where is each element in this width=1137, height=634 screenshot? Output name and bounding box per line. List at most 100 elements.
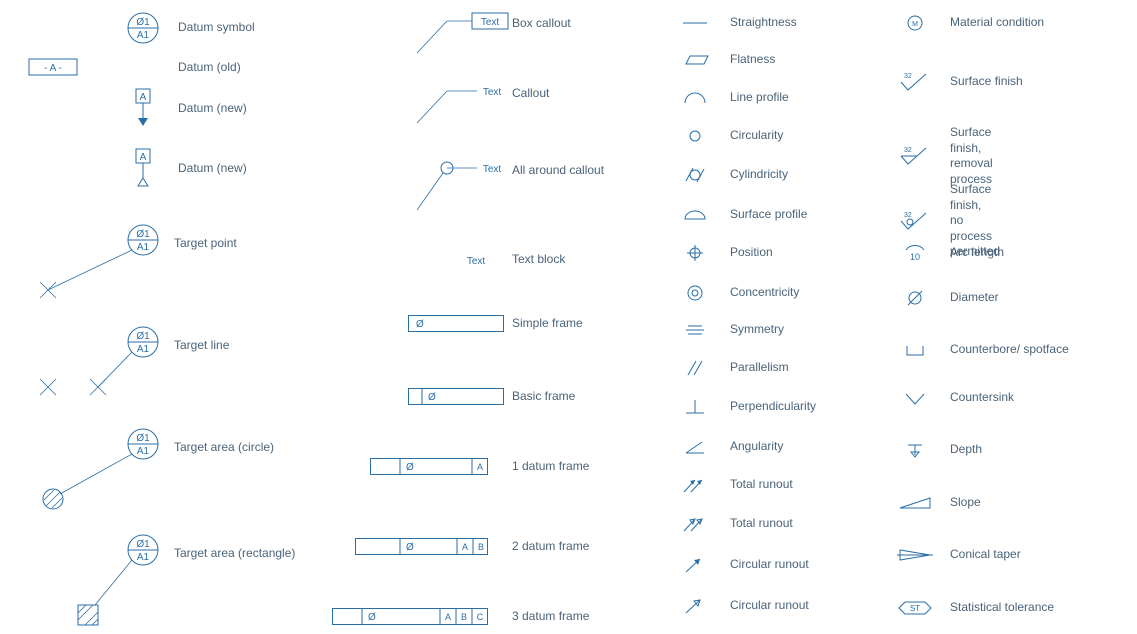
line-profile-icon [660,88,730,108]
row-total-runout-2: Total runout [660,514,793,534]
svg-text:Ø: Ø [406,462,414,473]
simple-frame-icon: Ø [408,315,512,333]
position-label: Position [730,245,773,261]
row-countersink: Countersink [880,388,1014,408]
row-angularity: Angularity [660,437,783,457]
target-line-icon: Ø1 A1 [18,312,174,402]
total-runout-1-label: Total runout [730,477,793,493]
row-diameter: Diameter [880,288,999,308]
target-point-label: Target point [174,236,237,252]
material-condition-label: Material condition [950,15,1044,31]
row-datum-new-2: A Datum (new) [108,148,247,190]
svg-text:A1: A1 [137,552,150,563]
d1-frame-icon: Ø A [370,458,512,476]
flatness-icon [660,50,730,70]
straightness-icon [660,13,730,33]
svg-text:Ø: Ø [368,612,376,623]
perpendicularity-label: Perpendicularity [730,399,816,415]
angularity-icon [660,437,730,457]
parallelism-icon [660,358,730,378]
row-parallelism: Parallelism [660,358,789,378]
circularity-icon [660,126,730,146]
target-area-rect-label: Target area (rectangle) [174,546,295,562]
circular-runout-1-icon [660,555,730,575]
surface-profile-label: Surface profile [730,207,807,223]
flatness-label: Flatness [730,52,775,68]
material-condition-icon: M [880,13,950,33]
counterbore-icon [880,340,950,360]
datum-new-1-label: Datum (new) [178,101,247,117]
circular-runout-2-icon [660,596,730,616]
counterbore-label: Counterbore/ spotface [950,342,1069,358]
surface-finish-removal-icon: 32 [880,144,950,168]
row-datum-old: - A - Datum (old) [28,58,241,78]
d3-frame-label: 3 datum frame [512,609,589,625]
d2-frame-label: 2 datum frame [512,539,589,555]
row-concentricity: Concentricity [660,283,799,303]
surface-finish-icon: 32 [880,70,950,94]
arc-length-label: Arc length [950,245,1004,261]
row-text-block: Text Text block [408,250,565,270]
depth-label: Depth [950,442,982,458]
row-datum-new-1: A Datum (new) [108,88,247,130]
target-line-label: Target line [174,338,229,354]
row-circular-runout-1: Circular runout [660,555,809,575]
row-box-callout: Text Box callout [408,8,571,58]
row-counterbore: Counterbore/ spotface [880,340,1069,360]
row-total-runout-1: Total runout [660,475,793,495]
depth-icon [880,440,950,460]
text-block-label: Text block [512,252,565,268]
svg-text:32: 32 [904,147,912,154]
svg-text:A: A [462,542,468,552]
circular-runout-2-label: Circular runout [730,598,809,614]
svg-text:10: 10 [910,252,920,262]
datum-symbol-label: Datum symbol [178,20,255,36]
row-circularity: Circularity [660,126,783,146]
row-conical-taper: Conical taper [880,545,1021,565]
svg-text:B: B [478,542,484,552]
svg-text:A1: A1 [137,242,150,253]
svg-text:A: A [140,152,147,163]
svg-text:A: A [445,612,451,622]
svg-text:32: 32 [904,212,912,219]
total-runout-2-label: Total runout [730,516,793,532]
row-surface-finish-removal: 32 Surface finish, removal process [880,125,993,187]
svg-text:Ø1: Ø1 [136,17,150,28]
row-symmetry: Symmetry [660,320,784,340]
basic-frame-icon: Ø [408,388,512,406]
svg-text:Text: Text [483,87,502,98]
datum-new-2-icon: A [108,148,178,190]
svg-text:M: M [912,21,918,28]
row-target-area-rect: Ø1 A1 Target area (rectangle) [18,520,295,630]
svg-text:A1: A1 [137,344,150,355]
row-surface-profile: Surface profile [660,205,807,225]
svg-text:B: B [461,612,467,622]
svg-text:A1: A1 [137,30,150,41]
svg-text:Ø: Ø [428,392,436,403]
surface-finish-removal-label: Surface finish, removal process [950,125,993,187]
countersink-icon [880,388,950,408]
line-profile-label: Line profile [730,90,789,106]
row-slope: Slope [880,493,981,513]
datum-old-icon: - A - [28,58,178,78]
svg-text:Ø1: Ø1 [136,539,150,550]
straightness-label: Straightness [730,15,797,31]
callout-label: Callout [512,86,549,102]
conical-taper-icon [880,545,950,565]
statistical-tolerance-icon: ST [880,598,950,618]
datum-symbol-icon: Ø1 A1 [108,8,178,48]
row-d1-frame: Ø A 1 datum frame [370,458,589,476]
basic-frame-label: Basic frame [512,389,575,405]
all-around-icon: Text [408,155,512,215]
surface-finish-noproc-icon: 32 [880,209,950,233]
concentricity-icon [660,283,730,303]
row-flatness: Flatness [660,50,775,70]
row-line-profile: Line profile [660,88,789,108]
callout-icon: Text [408,78,512,128]
row-target-area-circle: Ø1 A1 Target area (circle) [18,414,274,514]
simple-frame-label: Simple frame [512,316,583,332]
text-block-icon: Text [408,250,512,270]
row-callout: Text Callout [408,78,549,128]
target-area-rect-icon: Ø1 A1 [18,520,174,630]
row-perpendicularity: Perpendicularity [660,397,816,417]
